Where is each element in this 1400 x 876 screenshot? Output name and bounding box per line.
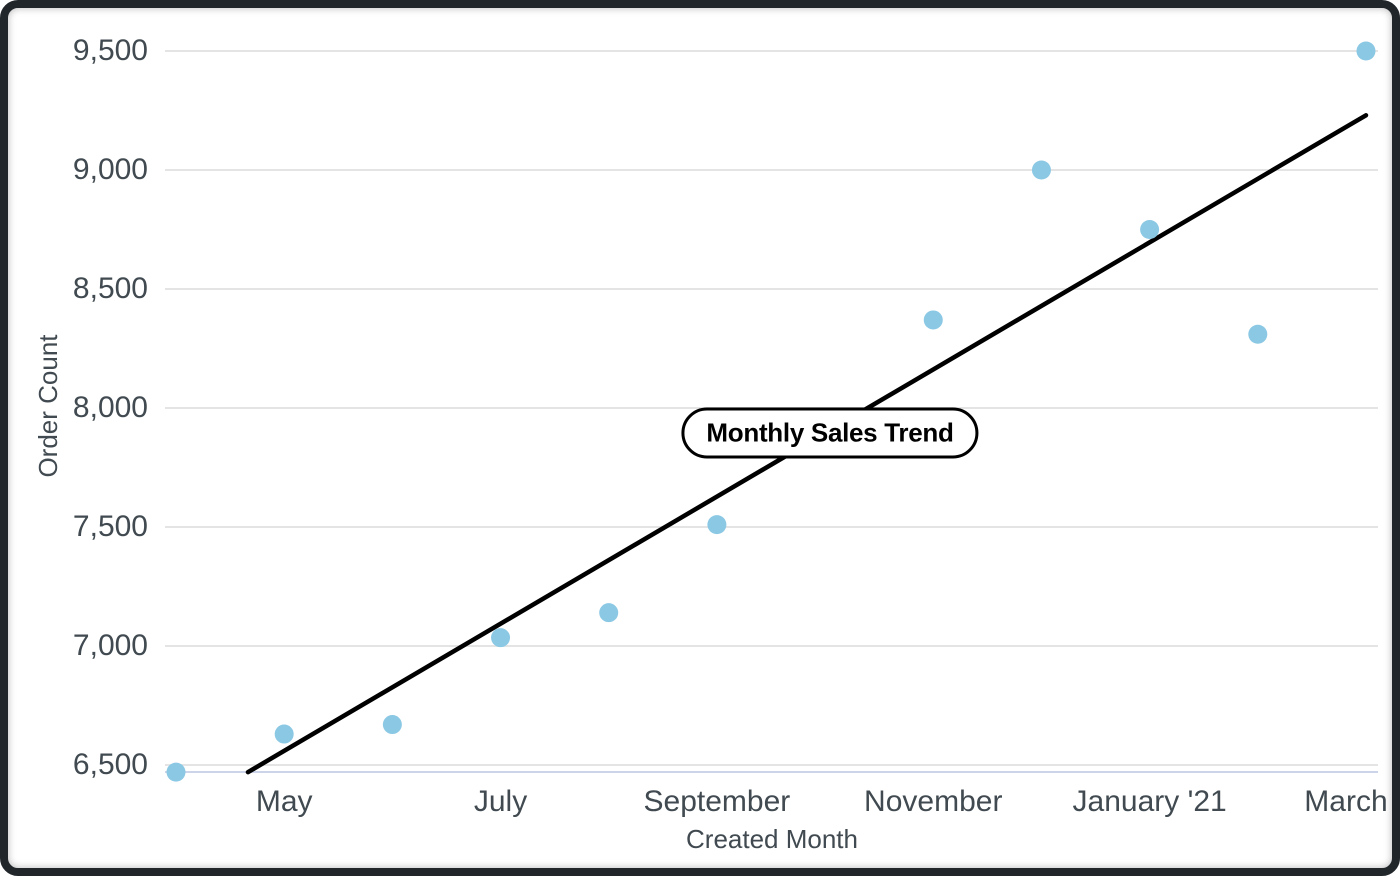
data-point[interactable] <box>491 628 511 648</box>
y-tick-label: 9,500 <box>72 34 148 67</box>
y-tick-label: 8,500 <box>72 272 148 305</box>
x-tick-label: May <box>255 785 313 818</box>
y-tick-label: 6,500 <box>72 748 148 781</box>
x-tick-label: July <box>473 785 528 818</box>
data-point[interactable] <box>1031 160 1051 180</box>
x-axis-title: Created Month <box>686 824 858 854</box>
x-tick-label: March <box>1304 785 1388 818</box>
y-tick-label: 9,000 <box>72 153 148 186</box>
data-point[interactable] <box>923 310 943 330</box>
y-tick-label: 7,500 <box>72 510 148 543</box>
data-point[interactable] <box>274 724 294 744</box>
data-point[interactable] <box>707 515 727 535</box>
y-tick-label: 8,000 <box>72 391 148 424</box>
data-point[interactable] <box>1248 324 1268 344</box>
data-point[interactable] <box>599 603 619 623</box>
x-tick-label: January '21 <box>1072 785 1227 818</box>
data-point[interactable] <box>166 762 186 782</box>
chart-title-badge: Monthly Sales Trend <box>681 407 979 459</box>
data-point[interactable] <box>1140 220 1160 239</box>
data-point[interactable] <box>1356 41 1376 61</box>
x-tick-label: September <box>643 785 791 818</box>
x-tick-label: November <box>864 785 1003 818</box>
y-tick-label: 7,000 <box>72 629 148 662</box>
chart-title: Monthly Sales Trend <box>706 417 954 448</box>
data-point[interactable] <box>382 715 402 735</box>
